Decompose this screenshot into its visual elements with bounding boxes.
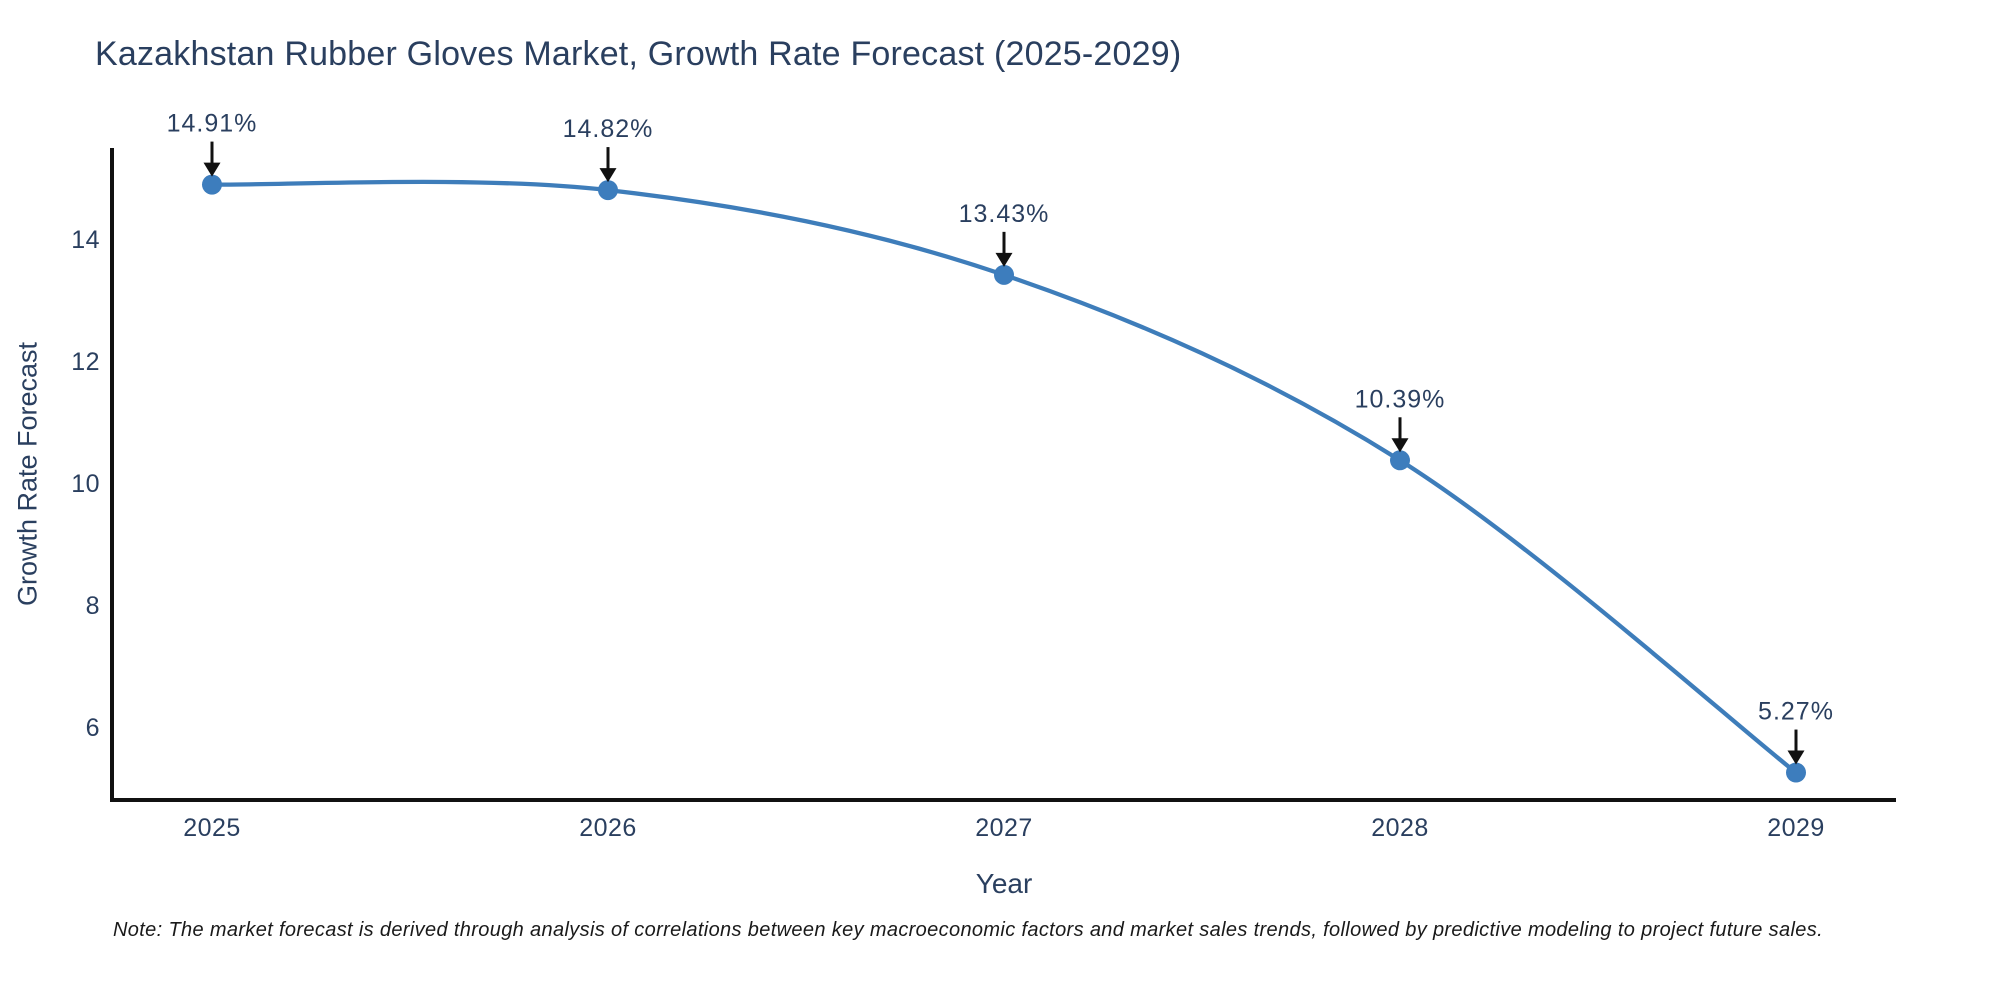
x-tick-label: 2025 bbox=[183, 814, 241, 842]
annotation-arrowhead-icon bbox=[1787, 750, 1805, 765]
y-tick-label: 12 bbox=[71, 348, 100, 376]
data-point-value-label: 10.39% bbox=[1355, 385, 1446, 413]
data-point-marker bbox=[1786, 762, 1806, 783]
x-axis-title: Year bbox=[975, 868, 1033, 899]
data-point-value-label: 14.91% bbox=[167, 110, 258, 138]
x-tick-label: 2027 bbox=[975, 814, 1033, 842]
annotation-arrowhead-icon bbox=[599, 168, 617, 183]
data-point-value-label: 13.43% bbox=[959, 200, 1050, 228]
y-tick-label: 10 bbox=[71, 470, 100, 498]
y-tick-label: 8 bbox=[86, 592, 100, 620]
annotation-arrowhead-icon bbox=[995, 252, 1013, 267]
y-tick-label: 14 bbox=[71, 226, 100, 254]
y-tick-label: 6 bbox=[86, 714, 100, 742]
data-point-marker bbox=[598, 180, 618, 201]
data-point-marker bbox=[994, 264, 1014, 285]
annotation-arrowhead-icon bbox=[1391, 438, 1409, 453]
data-point-value-label: 14.82% bbox=[563, 115, 654, 143]
annotation-arrowhead-icon bbox=[203, 162, 221, 177]
chart-title: Kazakhstan Rubber Gloves Market, Growth … bbox=[95, 35, 1182, 73]
data-point-marker bbox=[1390, 450, 1410, 471]
data-point-marker bbox=[202, 174, 222, 195]
data-point-value-label: 5.27% bbox=[1758, 698, 1834, 726]
line-series bbox=[209, 179, 1799, 775]
x-tick-label: 2026 bbox=[579, 814, 637, 842]
x-tick-label: 2029 bbox=[1767, 814, 1825, 842]
y-axis-title: Growth Rate Forecast bbox=[12, 341, 43, 607]
footnote: Note: The market forecast is derived thr… bbox=[113, 919, 1823, 941]
x-tick-label: 2028 bbox=[1371, 814, 1429, 842]
